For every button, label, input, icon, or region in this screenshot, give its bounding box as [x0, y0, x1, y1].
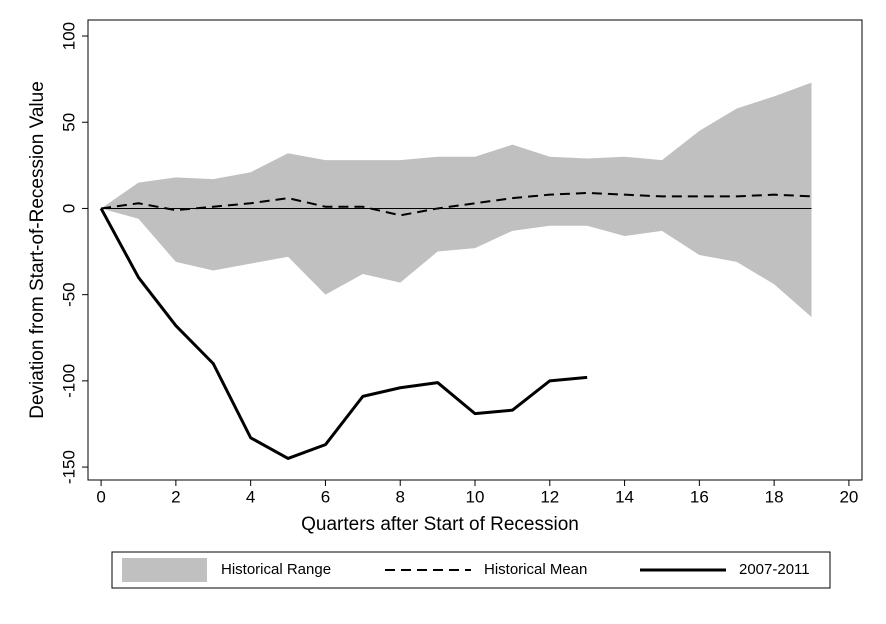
legend-label: 2007-2011	[739, 561, 810, 578]
x-tick-label: 8	[395, 487, 404, 506]
y-tick-label: -150	[59, 450, 78, 484]
x-tick-label: 18	[765, 487, 784, 506]
y-tick-label: 100	[59, 22, 78, 50]
x-tick-label: 14	[615, 487, 634, 506]
legend-label: Historical Mean	[484, 561, 587, 578]
legend-swatch	[122, 558, 207, 582]
y-tick-label: -50	[59, 282, 78, 307]
x-tick-label: 16	[690, 487, 709, 506]
y-axis-label: Deviation from Start-of-Recession Value	[27, 81, 48, 419]
y-tick-label: 0	[59, 204, 78, 213]
x-axis-label: Quarters after Start of Recession	[301, 514, 579, 535]
x-tick-label: 12	[540, 487, 559, 506]
x-tick-label: 10	[466, 487, 485, 506]
x-tick-label: 0	[96, 487, 105, 506]
x-tick-label: 6	[321, 487, 330, 506]
range-area	[101, 82, 812, 318]
series-line	[100, 191, 812, 217]
legend-label: Historical Range	[221, 561, 331, 578]
x-tick-label: 4	[246, 487, 255, 506]
x-tick-label: 20	[839, 487, 858, 506]
series-line	[99, 207, 588, 460]
x-tick-label: 2	[171, 487, 180, 506]
legend-box	[111, 551, 831, 589]
y-tick-label: -100	[59, 364, 78, 398]
y-tick-label: 50	[59, 113, 78, 132]
